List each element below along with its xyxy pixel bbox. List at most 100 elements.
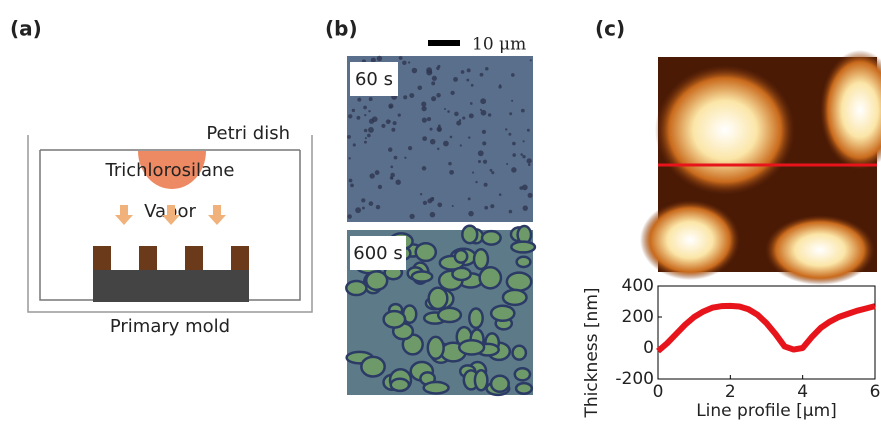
pit — [347, 135, 351, 139]
pit — [431, 81, 435, 85]
domain — [438, 308, 461, 322]
pit — [347, 214, 351, 218]
pit — [437, 148, 439, 150]
domain — [507, 273, 531, 291]
pit — [361, 198, 365, 202]
pit — [372, 116, 378, 122]
pit — [472, 172, 474, 174]
domain — [412, 272, 432, 282]
panel-label: (b) — [325, 17, 358, 41]
pit — [528, 163, 531, 166]
pit — [409, 214, 414, 219]
y-tick-label: 0 — [643, 338, 654, 358]
pit — [398, 113, 401, 116]
pit — [430, 128, 433, 131]
pit — [488, 113, 491, 116]
pit — [459, 119, 461, 121]
pit — [483, 160, 487, 164]
pit — [350, 184, 354, 188]
pit — [368, 127, 374, 133]
pit — [490, 169, 493, 172]
y-tick-label: 200 — [622, 307, 654, 327]
image-label: 600 s — [353, 243, 402, 264]
pit — [389, 105, 393, 109]
pit — [523, 140, 525, 142]
pit — [420, 193, 422, 195]
pit — [467, 68, 471, 72]
pit — [355, 207, 361, 213]
pit — [377, 56, 382, 61]
pit — [369, 173, 374, 178]
y-tick-label: -200 — [615, 369, 654, 389]
pit — [511, 73, 515, 77]
pit — [391, 128, 395, 132]
pit — [408, 146, 412, 150]
pit — [470, 102, 473, 105]
pit — [408, 61, 410, 63]
pit — [506, 163, 508, 165]
pit — [438, 124, 441, 127]
plot-frame — [658, 286, 875, 379]
pit — [437, 128, 441, 132]
pit — [390, 166, 393, 169]
pit — [509, 112, 512, 115]
domain — [416, 243, 436, 261]
pit — [452, 205, 454, 207]
pit — [436, 93, 441, 98]
pit — [527, 158, 532, 163]
pit — [461, 70, 465, 74]
pit — [447, 110, 450, 113]
pit — [395, 179, 400, 184]
pit — [475, 181, 477, 183]
pit — [530, 59, 532, 61]
domain — [469, 309, 482, 328]
x-axis-label: Line profile [μm] — [696, 401, 837, 421]
domain — [475, 370, 487, 390]
pit — [449, 170, 454, 175]
pit — [367, 134, 371, 138]
pit — [448, 162, 452, 166]
pit — [511, 100, 513, 102]
pit — [431, 96, 436, 101]
pit — [426, 67, 432, 73]
domain — [361, 357, 384, 377]
domain — [482, 231, 501, 245]
pit — [422, 166, 427, 171]
pit — [422, 118, 427, 123]
pit — [412, 68, 418, 74]
pit — [469, 113, 474, 118]
silane-label: Trichlorosilane — [105, 160, 235, 181]
panel-label: (a) — [10, 17, 42, 41]
pit — [512, 142, 516, 146]
pit — [460, 144, 462, 146]
pit — [528, 193, 533, 198]
x-tick-label: 4 — [797, 382, 808, 402]
pit — [371, 58, 376, 63]
pit — [484, 183, 488, 187]
pit — [453, 77, 458, 82]
domain — [511, 242, 535, 253]
domain — [428, 337, 444, 359]
pit — [436, 67, 439, 70]
pit — [422, 136, 427, 141]
pit — [480, 73, 484, 77]
pit — [353, 143, 356, 146]
pit — [482, 141, 486, 145]
pit — [427, 117, 431, 121]
x-tick-label: 6 — [870, 382, 881, 402]
pit — [364, 129, 368, 133]
domain — [516, 383, 532, 394]
pit — [478, 150, 484, 156]
domain — [455, 250, 467, 263]
pit — [450, 136, 453, 139]
domain — [513, 346, 526, 360]
pit — [468, 136, 470, 138]
pit — [508, 133, 511, 136]
domain — [474, 249, 488, 269]
pit — [430, 139, 436, 145]
pit — [369, 97, 373, 101]
pit — [369, 201, 374, 206]
pit — [409, 93, 414, 98]
mold-label: Primary mold — [110, 316, 230, 337]
